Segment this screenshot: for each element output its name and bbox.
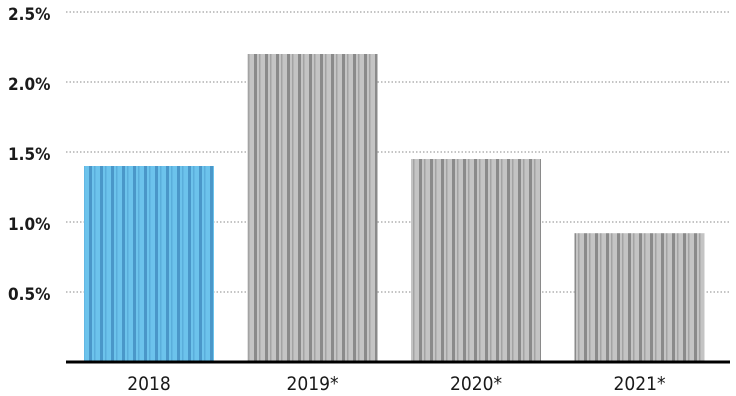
bars <box>84 54 705 362</box>
y-tick-label: 1.5% <box>8 145 50 165</box>
bar-2021 <box>574 233 705 362</box>
x-tick-label: 2019* <box>286 373 338 395</box>
bar-2019 <box>247 54 378 362</box>
bar-2018 <box>84 166 214 362</box>
y-tick-label: 0.5% <box>8 285 50 305</box>
x-tick-label: 2018 <box>127 373 171 395</box>
x-tick-label: 2021* <box>613 373 665 395</box>
bar-2020 <box>411 159 541 362</box>
y-tick-label: 1.0% <box>8 215 50 235</box>
y-axis-ticks: 0.5% 1.0% 1.5% 2.0% 2.5% <box>8 5 50 305</box>
x-axis-ticks: 2018 2019* 2020* 2021* <box>127 373 666 395</box>
y-tick-label: 2.5% <box>8 5 50 25</box>
y-tick-label: 2.0% <box>8 75 50 95</box>
x-tick-label: 2020* <box>450 373 502 395</box>
